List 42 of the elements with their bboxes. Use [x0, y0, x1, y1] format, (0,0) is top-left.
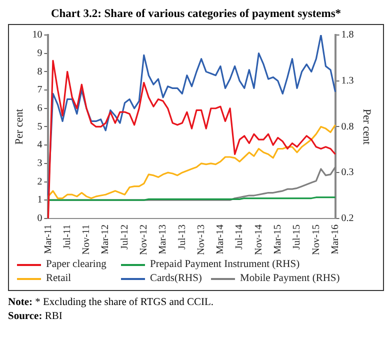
x-tick-label: Nov-14	[253, 224, 264, 256]
x-tick-label: Mar-11	[42, 224, 54, 254]
y2-tick-label: 0.8	[341, 121, 354, 132]
x-tick-label: Mar-15	[272, 224, 284, 254]
y-tick-label: 1	[37, 194, 42, 206]
y-tick-label: 7	[37, 84, 42, 96]
x-tick-label: Mar-14	[215, 224, 226, 254]
x-tick-label: Mar-12	[100, 224, 112, 254]
x-tick-label: Mar-13	[158, 224, 169, 254]
y-tick-label: 5	[37, 121, 42, 132]
chart-title: Chart 3.2: Share of various categories of payment systems*	[50, 8, 342, 20]
x-tick-label: Nov-12	[138, 224, 150, 256]
x-tick-label: Nov-15	[310, 224, 322, 256]
y-tick-label: 9	[37, 48, 42, 59]
y-tick-label: 6	[37, 103, 42, 114]
x-tick-label: Jul-15	[292, 224, 303, 250]
x-tick-label: Mar-16	[330, 224, 341, 254]
y2-axis-title: Per cent	[360, 108, 373, 145]
y2-tick-label: 1.3	[341, 75, 354, 86]
legend-label: Cards(RHS)	[150, 273, 202, 284]
source-note: Source: RBI	[8, 311, 62, 322]
x-tick-label: Jul-11	[62, 224, 73, 250]
legend-label: Paper clearing	[46, 259, 106, 270]
y-tick-label: 0	[37, 213, 42, 224]
y-axis-title: Per cent	[13, 108, 26, 145]
x-tick-label: Jul-14	[234, 224, 246, 250]
y2-tick-label: 1.8	[341, 30, 354, 41]
legend-label: Retail	[46, 273, 72, 284]
y-tick-label: 3	[37, 158, 42, 170]
legend-label: Prepaid Payment Instrument (RHS)	[150, 259, 300, 270]
x-tick-label: Jul-12	[119, 224, 130, 250]
x-tick-label: Nov-13	[196, 224, 207, 256]
y-tick-label: 8	[37, 66, 42, 78]
text: Note: * Excluding the share of RTGS and CCIL.	[8, 297, 214, 308]
y-tick-label: 10	[32, 30, 42, 41]
y-tick-label: 4	[37, 140, 42, 151]
legend-label: Mobile Payment (RHS)	[240, 273, 340, 284]
y2-tick-label: 0.3	[341, 167, 354, 178]
x-tick-label: Jul-13	[176, 224, 188, 250]
y2-tick-label: 0.2	[341, 213, 354, 224]
y-tick-label: 2	[37, 176, 42, 188]
x-tick-label: Nov-11	[81, 224, 92, 255]
